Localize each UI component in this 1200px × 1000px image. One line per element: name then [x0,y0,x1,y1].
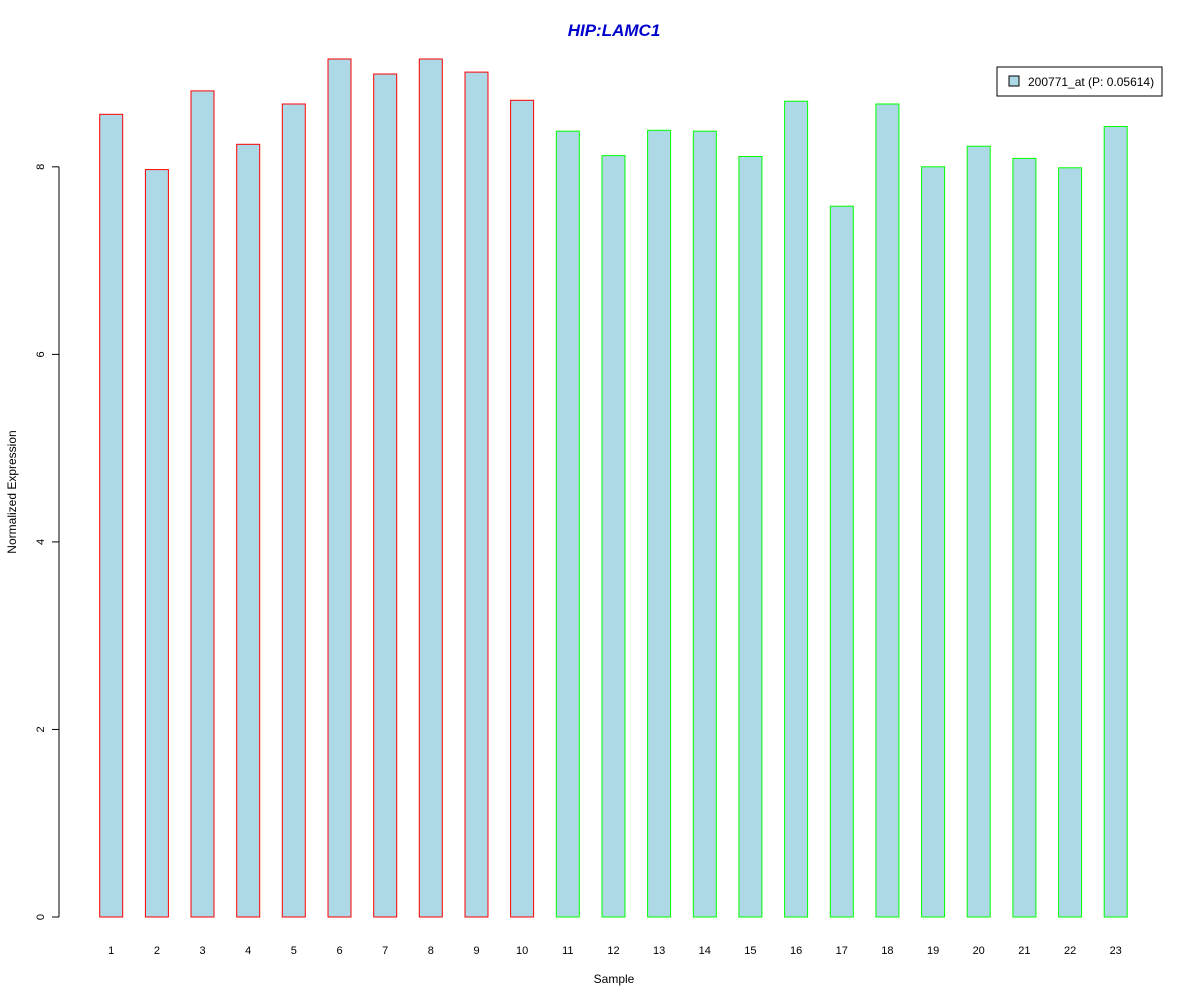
x-axis-ticks: 1 2 3 4 5 6 7 8 9 10 11 12 13 14 15 16 17 18 19 20 21 22 23 [108,945,1122,957]
x-tick-label: 11 [562,945,573,957]
x-tick-label: 21 [1018,945,1030,957]
legend-box [996,66,1163,97]
x-tick-label: 19 [927,945,939,957]
y-axis-label: Normalized Expression [5,430,19,553]
x-tick-label: 4 [245,945,251,957]
x-axis-label: Sample [594,972,635,986]
y-tick-label: 6 [35,351,47,357]
x-tick-label: 20 [973,945,985,957]
bar-sample-16 [784,100,809,918]
x-tick-label: 22 [1064,945,1076,957]
bar-sample-5 [281,103,306,918]
y-tick-label: 0 [35,914,47,920]
bar-sample-3 [190,90,215,918]
bar-sample-19 [921,166,946,918]
bar-sample-20 [966,145,991,918]
bar-sample-1 [99,113,124,918]
bars [99,58,1128,918]
x-tick-label: 17 [836,945,848,957]
x-tick-label: 10 [516,945,528,957]
x-tick-label: 14 [699,945,711,957]
bar-sample-22 [1058,167,1083,918]
bar-sample-4 [236,143,261,918]
bar-sample-11 [555,130,580,918]
bar-sample-18 [875,103,900,918]
y-tick-label: 8 [35,164,47,170]
bar-sample-2 [144,169,169,918]
bar-sample-8 [418,58,443,918]
bar-sample-14 [692,130,717,918]
bar-sample-9 [464,71,489,918]
y-tick-label: 4 [35,539,47,545]
legend: 200771_at (P: 0.05614) [996,66,1163,97]
x-tick-label: 6 [336,945,342,957]
x-tick-label: 9 [473,945,479,957]
x-tick-label: 5 [291,945,297,957]
bar-sample-15 [738,156,763,918]
x-tick-label: 15 [744,945,756,957]
x-tick-label: 1 [108,945,114,957]
x-tick-label: 16 [790,945,802,957]
x-tick-label: 13 [653,945,665,957]
x-tick-label: 23 [1110,945,1122,957]
bar-sample-12 [601,155,626,918]
x-tick-label: 18 [881,945,893,957]
legend-entry: 200771_at (P: 0.05614) [1028,75,1154,89]
y-axis: 0 2 4 6 8 [35,164,60,920]
legend-swatch [1008,75,1020,87]
x-tick-label: 7 [382,945,388,957]
bar-sample-10 [510,99,535,918]
x-tick-label: 2 [154,945,160,957]
bar-sample-21 [1012,157,1037,918]
bar-sample-17 [829,205,854,918]
chart-title: HIP:LAMC1 [568,21,661,40]
x-tick-label: 12 [607,945,619,957]
x-tick-label: 3 [199,945,205,957]
bar-sample-23 [1103,126,1128,918]
y-tick-label: 2 [35,726,47,732]
x-tick-label: 8 [428,945,434,957]
bar-sample-13 [647,129,672,918]
bar-sample-7 [373,73,398,918]
bar-sample-6 [327,58,352,918]
